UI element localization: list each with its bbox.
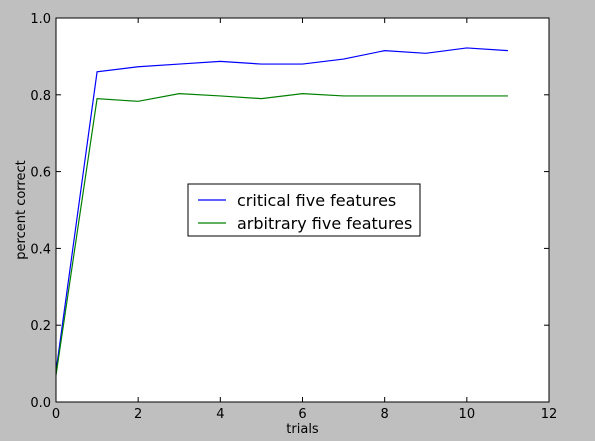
series-line-critical	[55, 47, 508, 372]
y-tick-label: 0.4	[30, 242, 51, 257]
y-axis-label: percent correct	[14, 160, 29, 259]
x-tick-label: 10	[459, 407, 476, 422]
legend-label-critical: critical five features	[237, 191, 396, 210]
x-tick-label: 0	[52, 407, 60, 422]
y-tick-label: 1.0	[30, 12, 51, 27]
y-tick-label: 0.6	[30, 166, 51, 181]
y-tick-label: 0.8	[30, 89, 51, 104]
y-tick-label: 0.0	[30, 396, 51, 411]
x-axis-label: trials	[286, 422, 319, 437]
x-tick-label: 12	[541, 407, 558, 422]
legend-box	[187, 183, 421, 237]
y-tick-label: 0.2	[30, 319, 51, 334]
x-tick-label: 4	[216, 407, 224, 422]
x-tick-label: 6	[298, 407, 306, 422]
legend: critical five features arbitrary five fe…	[187, 183, 421, 237]
ticks-layer: 0 2 4 6 8 10 12 0.0 0.2 0.4 0.6 0.8 1.0	[30, 12, 557, 422]
series-line-arbitrary	[55, 93, 508, 376]
x-tick-label: 8	[381, 407, 389, 422]
legend-label-arbitrary: arbitrary five features	[237, 214, 412, 233]
series-layer	[55, 47, 508, 376]
x-tick-label: 2	[134, 407, 142, 422]
